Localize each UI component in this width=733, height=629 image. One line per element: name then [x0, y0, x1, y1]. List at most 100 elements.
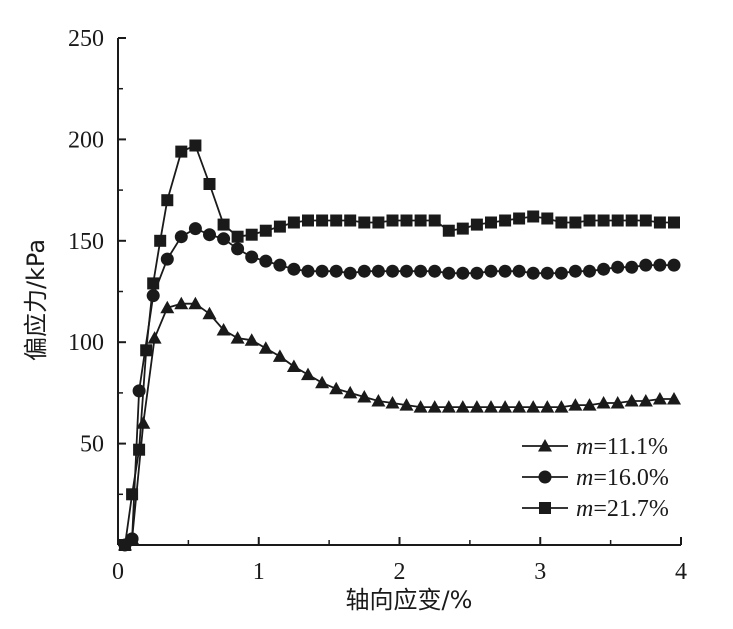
data-point-circle — [217, 232, 231, 246]
data-point-circle — [400, 264, 413, 278]
data-point-square — [400, 214, 413, 227]
data-point-square — [287, 216, 300, 229]
data-point-triangle — [329, 381, 344, 395]
data-point-circle — [160, 252, 174, 266]
legend-item-square: m=21.7% — [522, 496, 669, 522]
data-point-circle — [357, 264, 371, 278]
data-point-square — [386, 214, 399, 227]
data-point-square — [161, 194, 174, 207]
data-point-square — [583, 214, 596, 227]
series-circle — [118, 222, 681, 552]
data-point-circle — [259, 254, 273, 268]
legend-variable: m — [576, 434, 593, 460]
legend-label: m=16.0% — [576, 465, 669, 491]
data-point-square — [259, 224, 272, 237]
data-point-circle — [188, 222, 202, 236]
data-point-square — [611, 214, 624, 227]
data-point-circle — [639, 258, 653, 272]
data-point-circle — [498, 264, 512, 278]
data-point-square — [175, 145, 188, 158]
tick-labels: 0 1 2 3 4 50 100 150 200 250 — [68, 26, 687, 585]
data-point-square — [126, 488, 139, 501]
data-point-circle — [625, 260, 639, 274]
data-point-circle — [343, 266, 357, 280]
data-point-square — [302, 214, 314, 227]
data-point-triangle — [230, 331, 245, 344]
data-point-square — [147, 277, 160, 290]
legend-value: =21.7% — [593, 496, 669, 522]
data-point-square — [330, 214, 343, 227]
x-tick-label: 0 — [112, 559, 124, 585]
data-point-circle — [554, 266, 568, 280]
data-point-square — [597, 214, 610, 227]
data-point-triangle — [315, 375, 330, 389]
data-point-square — [245, 228, 258, 241]
data-point-circle — [583, 264, 596, 278]
data-point-square — [653, 216, 666, 229]
data-point-square — [456, 222, 469, 235]
data-point-circle — [667, 258, 681, 272]
data-point-square — [140, 344, 153, 357]
data-point-circle — [512, 264, 526, 278]
x-tick-label: 1 — [253, 559, 265, 585]
data-series-layer — [118, 139, 681, 552]
legend-item-circle: m=16.0% — [522, 465, 669, 491]
data-point-triangle — [286, 359, 301, 372]
data-point-circle — [442, 266, 456, 280]
data-point-square — [217, 218, 230, 231]
data-point-triangle — [272, 349, 287, 362]
data-point-square — [470, 218, 483, 231]
data-point-square — [639, 214, 652, 227]
data-point-circle — [484, 264, 498, 278]
y-tick-label: 100 — [68, 330, 104, 356]
data-point-square — [189, 139, 202, 152]
data-point-circle — [174, 230, 188, 244]
data-point-circle — [203, 228, 216, 242]
data-point-circle — [653, 258, 667, 272]
data-point-circle — [470, 266, 484, 280]
legend-variable: m — [576, 465, 593, 491]
y-tick-label: 50 — [80, 432, 104, 458]
legend-value: =11.1% — [593, 434, 668, 460]
data-point-triangle — [258, 341, 273, 354]
legend-marker-square — [539, 502, 551, 514]
data-point-circle — [611, 260, 625, 274]
legend-marker-circle — [538, 470, 552, 484]
data-point-square — [273, 220, 286, 233]
x-tick-label: 2 — [394, 559, 406, 585]
data-point-square — [527, 210, 540, 223]
data-point-square — [625, 214, 638, 227]
data-point-circle — [526, 266, 540, 280]
data-point-triangle — [147, 331, 162, 344]
data-point-square — [541, 212, 554, 225]
data-point-square — [555, 216, 568, 229]
data-point-circle — [273, 258, 287, 272]
data-point-square — [133, 443, 146, 456]
y-tick-label: 250 — [68, 26, 104, 52]
data-point-circle — [231, 242, 245, 256]
data-point-square — [203, 178, 216, 190]
data-point-circle — [287, 262, 301, 276]
data-point-square — [442, 224, 455, 237]
data-point-triangle — [301, 367, 315, 381]
data-point-square — [154, 234, 167, 247]
data-point-circle — [568, 264, 582, 278]
data-point-square — [344, 214, 357, 227]
legend-item-triangle: m=11.1% — [522, 434, 668, 460]
data-point-circle — [329, 264, 343, 278]
data-point-triangle — [202, 306, 217, 320]
data-point-circle — [428, 264, 442, 278]
data-point-square — [414, 214, 427, 227]
data-point-square — [316, 214, 329, 227]
x-axis-title: 轴向应变/% — [346, 586, 473, 614]
y-axis-title: 偏应力/kPa — [22, 239, 50, 361]
data-point-circle — [414, 264, 428, 278]
data-point-circle — [301, 264, 315, 278]
x-tick-label: 3 — [534, 559, 546, 585]
data-point-circle — [456, 266, 470, 280]
legend: m=11.1%m=16.0%m=21.7% — [522, 434, 669, 522]
data-point-circle — [245, 250, 259, 264]
axes — [117, 37, 682, 546]
data-point-square — [428, 214, 441, 227]
